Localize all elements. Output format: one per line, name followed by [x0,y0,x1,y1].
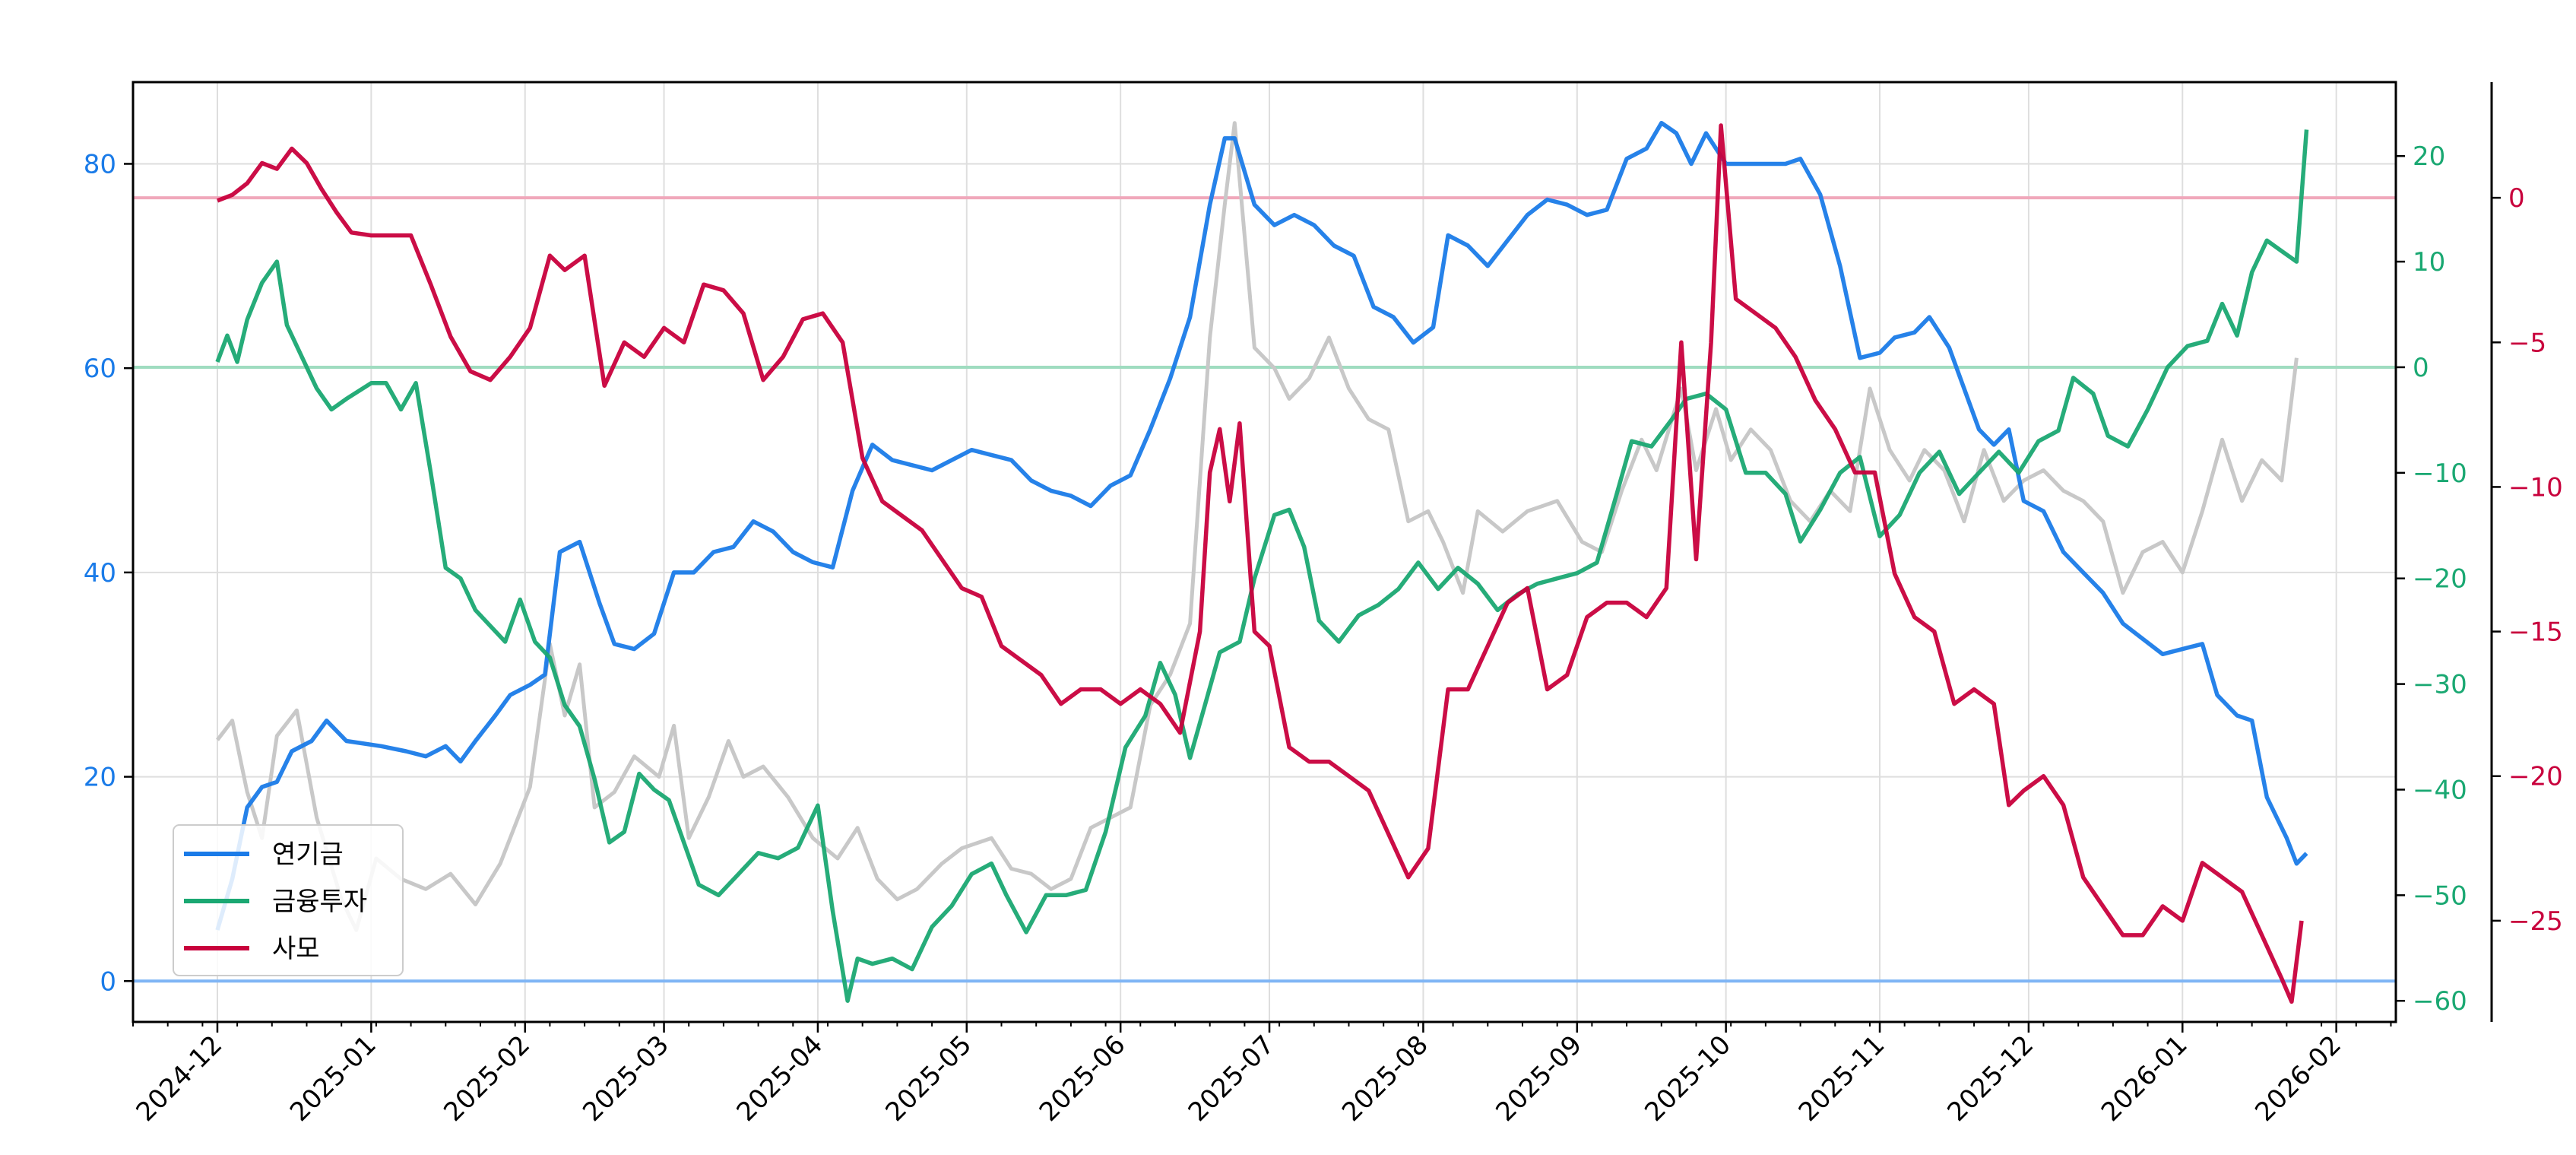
series-line-2 [215,129,2309,1003]
plot-frame [131,81,2397,1023]
left-tick-label: 60 [84,354,116,384]
series-line-1 [215,120,2308,931]
right2-tick-label: 0 [2508,183,2525,214]
series-line-3 [217,123,2304,1004]
series-lines [215,120,2309,1004]
right1-tick-label: −40 [2413,775,2467,805]
right1-tick-label: −60 [2413,986,2467,1017]
right1-tick-label: −20 [2413,564,2467,595]
right1-tick-label: 20 [2413,141,2445,172]
left-tick-label: 0 [100,966,116,997]
legend-label: 연기금 [272,839,344,870]
right-axis-2: −25 −20 −15 −10 −5 0 [2490,82,2563,1022]
right1-tick-label: 0 [2413,353,2429,383]
right2-tick-label: −10 [2508,472,2563,503]
legend-label: 금융투자 [272,887,367,917]
right1-tick-label: −30 [2413,670,2467,700]
right1-tick-label: 10 [2413,247,2445,278]
background-series-line [216,121,2299,932]
left-tick-label: 20 [84,763,116,793]
background-series [216,121,2299,932]
legend-label: 사모 [272,934,320,964]
reference-lines [133,196,2396,983]
legend-box [173,824,404,976]
right2-tick-label: −20 [2508,762,2563,792]
right2-tick-label: −15 [2508,617,2563,648]
right2-tick-label: −25 [2508,906,2563,937]
left-tick-label: 40 [84,558,116,589]
left-axis: 0 20 40 60 80 [84,149,133,997]
left-tick-label: 80 [84,149,116,179]
right1-tick-label: −10 [2413,459,2467,489]
right1-tick-label: −50 [2413,881,2467,911]
right2-tick-label: −5 [2508,328,2546,358]
right-axis-1: −60 −50 −40 −30 −20 −10 0 10 20 [2396,141,2467,1017]
